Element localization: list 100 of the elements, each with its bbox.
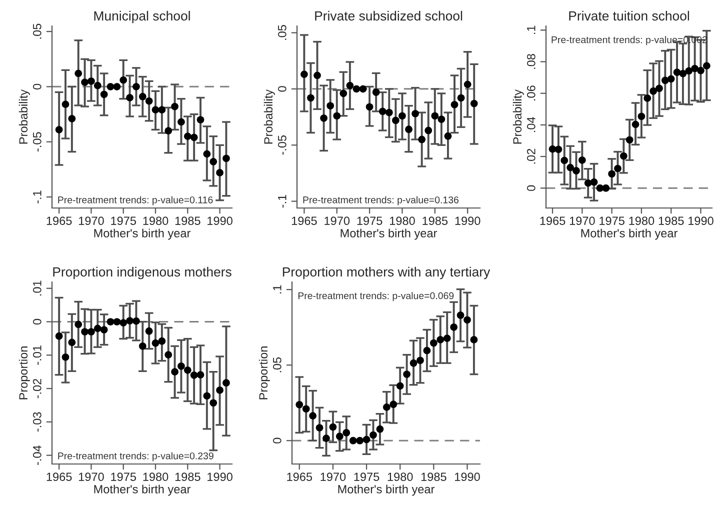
- point: [100, 90, 108, 98]
- y-tick-label: 0: [526, 185, 536, 191]
- point: [88, 77, 95, 85]
- point: [203, 150, 211, 158]
- point: [196, 371, 204, 379]
- point: [578, 156, 586, 164]
- x-tick-label: 1965: [540, 216, 566, 226]
- point: [68, 114, 76, 122]
- x-tick-label: 1980: [388, 472, 413, 482]
- point: [138, 342, 146, 350]
- chart-title: Proportion indigenous mothers: [53, 266, 232, 280]
- point: [190, 371, 198, 379]
- y-tick-label: .06: [526, 86, 536, 100]
- x-tick-label: 1980: [143, 472, 168, 482]
- point: [171, 102, 178, 110]
- point: [216, 386, 224, 394]
- point: [430, 339, 438, 347]
- x-tick-label: 1985: [175, 472, 200, 482]
- point: [171, 368, 178, 376]
- point: [296, 400, 304, 408]
- point: [340, 90, 348, 98]
- x-tick-label: 1965: [287, 472, 312, 482]
- y-tick-label: .05: [278, 25, 286, 40]
- point: [320, 114, 328, 122]
- point: [326, 102, 334, 110]
- point: [158, 337, 166, 345]
- point: [152, 106, 160, 114]
- point: [55, 126, 63, 134]
- point: [614, 164, 622, 172]
- point: [691, 64, 698, 72]
- point: [158, 106, 166, 114]
- point: [370, 431, 377, 439]
- point: [349, 436, 357, 444]
- point: [385, 108, 393, 116]
- point: [352, 85, 360, 93]
- point: [222, 154, 230, 162]
- point: [450, 323, 458, 331]
- point: [203, 392, 211, 400]
- point: [632, 120, 640, 128]
- y-tick-label: .05: [32, 24, 42, 39]
- point: [656, 84, 663, 92]
- x-tick-label: 1990: [208, 216, 232, 226]
- chart-title: Private subsidized school: [315, 10, 462, 21]
- x-axis-title: Mother's birth year: [340, 228, 438, 240]
- x-tick-label: 1985: [175, 216, 200, 226]
- point: [329, 423, 337, 431]
- point: [382, 404, 390, 411]
- chart-title: Private tuition school: [569, 10, 689, 21]
- x-tick-label: 1975: [111, 472, 136, 482]
- point: [74, 320, 82, 328]
- point: [309, 412, 316, 420]
- x-tick-label: 1975: [357, 216, 382, 226]
- point: [638, 112, 646, 120]
- point: [644, 94, 652, 102]
- point: [74, 70, 82, 78]
- x-axis-title: Mother's birth year: [338, 484, 435, 496]
- y-tick-label: .02: [526, 148, 536, 164]
- point: [697, 66, 704, 74]
- y-tick-label: .08: [526, 54, 536, 69]
- point: [456, 312, 464, 319]
- point: [650, 87, 657, 95]
- chart-title: Municipal school: [94, 10, 190, 24]
- point: [560, 156, 568, 164]
- point: [423, 346, 431, 354]
- point: [566, 164, 574, 172]
- x-tick-label: 1970: [320, 472, 346, 482]
- y-axis-title: Probability: [18, 89, 30, 144]
- point: [444, 132, 452, 140]
- y-tick-label: 0: [278, 86, 286, 92]
- x-tick-label: 1985: [422, 216, 448, 226]
- point: [667, 75, 675, 83]
- point: [679, 70, 687, 78]
- point: [336, 432, 344, 440]
- point: [416, 356, 424, 364]
- point: [470, 336, 478, 344]
- point: [378, 108, 386, 116]
- point: [216, 169, 224, 176]
- point: [81, 328, 88, 336]
- point: [138, 92, 146, 100]
- point: [145, 327, 153, 335]
- point: [702, 62, 710, 70]
- point: [405, 126, 412, 134]
- point: [94, 82, 102, 90]
- y-axis-title: Probability: [512, 89, 524, 144]
- x-axis-title: Mother's birth year: [94, 484, 191, 496]
- point: [120, 76, 128, 84]
- x-tick-label: 1970: [570, 216, 595, 226]
- point: [164, 127, 172, 134]
- point: [418, 136, 426, 144]
- annotation: Pre-treatment trends: p-value=0.239: [58, 452, 214, 462]
- x-tick-label: 1980: [143, 216, 168, 226]
- point: [685, 67, 693, 75]
- point: [403, 370, 410, 378]
- x-tick-label: 1990: [455, 472, 480, 482]
- point: [178, 118, 185, 126]
- point: [438, 116, 446, 123]
- point: [470, 100, 478, 108]
- x-axis-title: Mother's birth year: [94, 228, 191, 240]
- point: [457, 94, 465, 102]
- y-tick-label: -.1: [278, 194, 286, 208]
